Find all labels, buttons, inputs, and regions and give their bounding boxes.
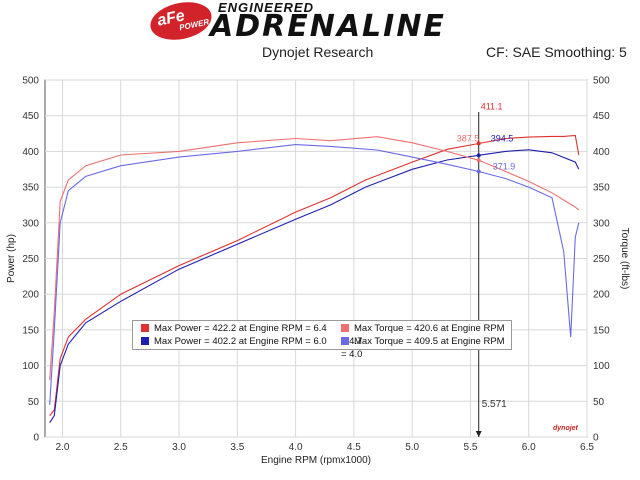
y-tick-label-left: 0 — [33, 433, 39, 444]
series-line-2 — [49, 149, 580, 423]
legend-item: Max Torque = 409.5 at Engine RPM = 4.0 — [341, 335, 511, 360]
y-tick-label-right: 450 — [593, 111, 610, 122]
legend-item: Max Torque = 420.6 at Engine RPM = 4.7 — [341, 322, 511, 347]
y-tick-label-left: 250 — [22, 254, 39, 265]
y-tick-label-left: 50 — [28, 397, 40, 408]
dynojet-logo: dynojet — [553, 425, 578, 432]
cursor-value-label: 5.571 — [482, 399, 507, 410]
y-axis-title-left: Power (hp) — [6, 234, 17, 283]
y-tick-label-right: 350 — [593, 183, 610, 194]
x-axis-title: Engine RPM (rpmx1000) — [261, 455, 371, 466]
brand-tagline: ENGINEERED — [218, 0, 314, 15]
y-tick-label-right: 100 — [593, 361, 610, 372]
cursor-marker — [476, 158, 481, 163]
x-tick-label: 2.0 — [56, 442, 70, 453]
y-axis-title-right: Torque (ft-lbs) — [619, 228, 630, 290]
x-tick-label: 3.0 — [172, 442, 186, 453]
cursor-arrow-icon — [475, 431, 482, 437]
y-tick-label-right: 150 — [593, 325, 610, 336]
x-tick-label: 5.5 — [463, 442, 477, 453]
y-tick-label-left: 450 — [22, 111, 39, 122]
legend-swatch — [341, 337, 349, 345]
x-tick-label: 3.5 — [230, 442, 244, 453]
chart-legend: Max Power = 422.2 at Engine RPM = 6.4 Ma… — [132, 320, 512, 360]
y-tick-label-right: 250 — [593, 254, 610, 265]
legend-label: Max Torque = 409.5 at Engine RPM = 4.0 — [341, 336, 505, 360]
x-tick-label: 4.5 — [347, 442, 361, 453]
legend-label: Max Power = 402.2 at Engine RPM = 6.0 — [154, 336, 327, 347]
y-tick-label-right: 500 — [593, 76, 610, 87]
series-line-1 — [49, 134, 580, 416]
series-line-3 — [49, 136, 580, 380]
y-tick-label-right: 50 — [593, 397, 605, 408]
y-tick-label-left: 200 — [22, 290, 39, 301]
y-tick-label-right: 200 — [593, 290, 610, 301]
y-tick-label-left: 350 — [22, 183, 39, 194]
legend-swatch — [141, 337, 149, 345]
correction-factor: CF: SAE Smoothing: 5 — [486, 44, 627, 60]
cursor-marker — [476, 153, 481, 158]
y-tick-label-left: 150 — [22, 325, 39, 336]
x-tick-label: 6.0 — [522, 442, 536, 453]
legend-swatch — [341, 324, 349, 332]
brand-title: ADRENALINE — [210, 9, 446, 44]
y-tick-label-left: 500 — [22, 76, 39, 87]
legend-label: Max Power = 422.2 at Engine RPM = 6.4 — [154, 323, 327, 334]
y-tick-label-left: 300 — [22, 218, 39, 229]
y-tick-label-left: 100 — [22, 361, 39, 372]
legend-item: Max Power = 402.2 at Engine RPM = 6.0 — [141, 335, 327, 348]
x-tick-label: 6.5 — [580, 442, 594, 453]
x-tick-label: 5.0 — [405, 442, 419, 453]
cursor-value-annotation: 394.5 — [491, 133, 514, 143]
y-tick-label-right: 400 — [593, 147, 610, 158]
cursor-value-annotation: 387.5 — [457, 133, 480, 143]
y-tick-label-right: 300 — [593, 218, 610, 229]
y-tick-label-left: 400 — [22, 147, 39, 158]
legend-label: Max Torque = 420.6 at Engine RPM = 4.7 — [341, 323, 505, 347]
cursor-marker — [476, 169, 481, 174]
cursor-value-annotation: 411.1 — [481, 101, 503, 111]
chart-subtitle: Dynojet Research — [262, 44, 374, 60]
x-tick-label: 4.0 — [289, 442, 303, 453]
cursor-marker — [476, 141, 481, 146]
y-tick-label-right: 0 — [593, 433, 599, 444]
x-tick-label: 2.5 — [114, 442, 128, 453]
legend-swatch — [141, 324, 149, 332]
cursor-value-annotation: 371.9 — [493, 161, 516, 171]
banner: aFe POWER ENGINEERED ADRENALINE — [0, 0, 640, 46]
legend-item: Max Power = 422.2 at Engine RPM = 6.4 — [141, 322, 327, 335]
series-line-4 — [49, 144, 580, 405]
